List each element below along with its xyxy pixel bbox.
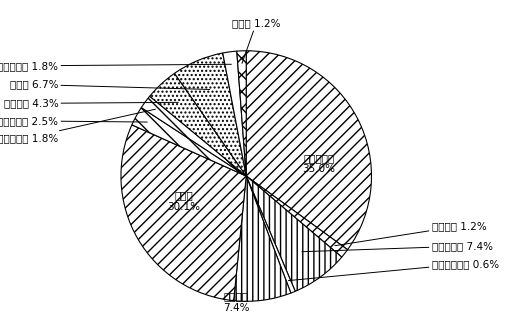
Text: 看護婦 6.7%: 看護婦 6.7% <box>10 80 210 90</box>
Text: 民生児童委員 1.8%: 民生児童委員 1.8% <box>0 109 156 144</box>
Wedge shape <box>246 176 295 293</box>
Text: 誰もいない 1.8%: 誰もいない 1.8% <box>0 61 231 71</box>
Wedge shape <box>246 176 348 257</box>
Wedge shape <box>237 51 246 176</box>
Wedge shape <box>223 51 246 176</box>
Text: 障害者団体 2.5%: 障害者団体 2.5% <box>0 116 147 126</box>
Wedge shape <box>234 176 291 301</box>
Text: 友人・知人 7.4%: 友人・知人 7.4% <box>302 241 493 252</box>
Text: 専門相談機関 0.6%: 専門相談機関 0.6% <box>288 259 499 281</box>
Text: 施設職員
7.4%: 施設職員 7.4% <box>223 291 249 313</box>
Text: 近所の人 1.2%: 近所の人 1.2% <box>335 221 486 246</box>
Text: 家族・親族
35.0%: 家族・親族 35.0% <box>302 153 335 174</box>
Wedge shape <box>150 73 246 176</box>
Wedge shape <box>175 53 246 176</box>
Wedge shape <box>246 176 342 291</box>
Text: 主治医
30.1%: 主治医 30.1% <box>167 190 200 212</box>
Text: 無回答 1.2%: 無回答 1.2% <box>232 18 281 63</box>
Wedge shape <box>141 96 246 176</box>
Wedge shape <box>121 125 246 301</box>
Wedge shape <box>246 51 371 250</box>
Wedge shape <box>132 107 246 176</box>
Text: 病院職員 4.3%: 病院職員 4.3% <box>4 98 178 108</box>
